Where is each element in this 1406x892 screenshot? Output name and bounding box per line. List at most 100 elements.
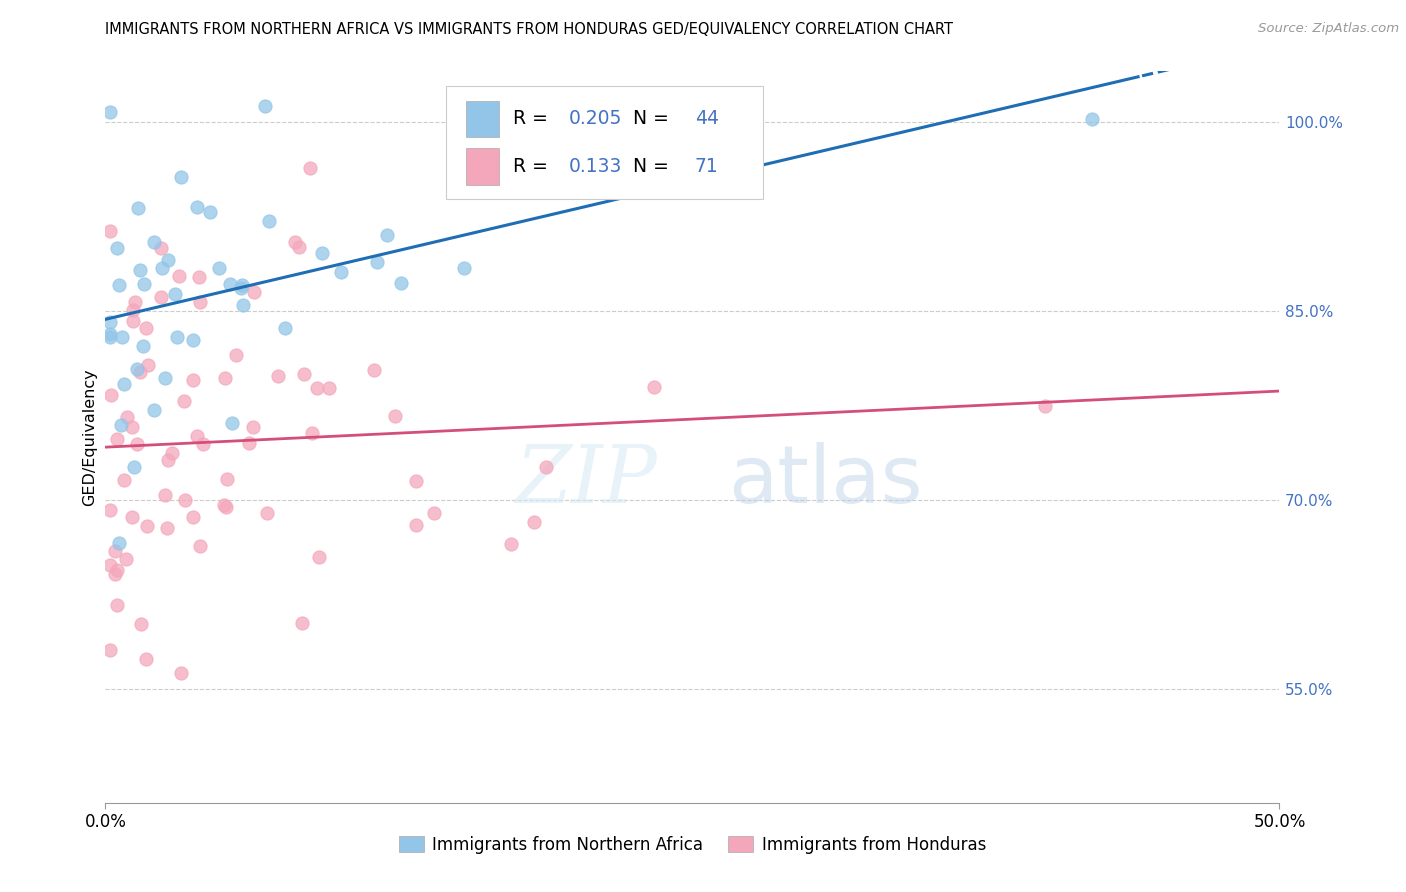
Point xyxy=(105,432,128,446)
Point xyxy=(423,506,446,520)
Point xyxy=(198,205,221,219)
Point xyxy=(318,381,340,395)
Point xyxy=(218,277,240,291)
Point xyxy=(186,428,208,442)
Point xyxy=(1080,112,1102,127)
Point xyxy=(105,563,128,577)
Point xyxy=(253,99,276,113)
Point xyxy=(188,295,211,310)
Point xyxy=(163,286,186,301)
Point xyxy=(214,370,236,384)
Point xyxy=(389,276,412,290)
Point xyxy=(150,261,173,276)
Text: IMMIGRANTS FROM NORTHERN AFRICA VS IMMIGRANTS FROM HONDURAS GED/EQUIVALENCY CORR: IMMIGRANTS FROM NORTHERN AFRICA VS IMMIG… xyxy=(105,22,953,37)
Point xyxy=(311,246,333,260)
Point xyxy=(534,460,557,475)
Point xyxy=(170,170,193,185)
Point xyxy=(288,240,311,254)
Text: 0.205: 0.205 xyxy=(569,110,623,128)
Point xyxy=(112,473,135,487)
Point xyxy=(129,262,152,277)
Point xyxy=(267,368,290,383)
Point xyxy=(292,367,315,381)
Point xyxy=(231,277,253,292)
Point xyxy=(166,329,188,343)
Point xyxy=(125,361,148,376)
Point xyxy=(188,270,211,285)
Point xyxy=(156,521,179,535)
Point xyxy=(156,453,179,467)
Point xyxy=(122,314,145,328)
Point xyxy=(135,320,157,334)
Point xyxy=(107,598,129,612)
Point xyxy=(284,235,307,249)
Point xyxy=(256,506,278,520)
Point xyxy=(167,269,190,284)
Point xyxy=(122,460,145,475)
Text: 44: 44 xyxy=(695,110,718,128)
Point xyxy=(215,472,238,486)
Point xyxy=(156,253,179,268)
Point xyxy=(150,290,173,304)
Point xyxy=(405,474,427,488)
Point xyxy=(193,437,215,451)
Text: Source: ZipAtlas.com: Source: ZipAtlas.com xyxy=(1258,22,1399,36)
Point xyxy=(105,241,128,255)
Point xyxy=(305,381,328,395)
Text: 71: 71 xyxy=(695,157,718,176)
Point xyxy=(115,410,138,425)
Point xyxy=(98,330,121,344)
Point xyxy=(112,376,135,391)
Point xyxy=(132,277,155,291)
Point xyxy=(170,665,193,680)
Point xyxy=(274,321,297,335)
Point xyxy=(208,260,231,275)
Point xyxy=(214,498,236,512)
Text: ZIP: ZIP xyxy=(516,442,657,520)
Point xyxy=(98,104,121,119)
Point xyxy=(257,214,280,228)
FancyBboxPatch shape xyxy=(465,101,499,137)
Point xyxy=(188,539,211,553)
Point xyxy=(221,416,243,430)
Point xyxy=(136,358,159,372)
Point xyxy=(100,224,122,238)
Point xyxy=(98,326,121,341)
Y-axis label: GED/Equivalency: GED/Equivalency xyxy=(82,368,97,506)
Legend: Immigrants from Northern Africa, Immigrants from Honduras: Immigrants from Northern Africa, Immigra… xyxy=(392,829,993,860)
Point xyxy=(124,294,146,309)
Point xyxy=(215,500,238,515)
Point xyxy=(174,493,197,508)
Point xyxy=(131,616,153,631)
Point xyxy=(98,558,121,572)
Point xyxy=(308,550,330,565)
Text: N =: N = xyxy=(621,157,675,176)
Point xyxy=(242,420,264,434)
Point xyxy=(100,387,122,401)
Point xyxy=(104,567,127,582)
Point xyxy=(160,446,183,460)
Point xyxy=(330,264,353,278)
Point xyxy=(153,488,176,502)
Point xyxy=(523,515,546,529)
Point xyxy=(111,330,134,344)
Point xyxy=(186,200,208,214)
Point xyxy=(108,536,131,550)
Point xyxy=(363,363,385,377)
Point xyxy=(299,161,322,176)
Text: N =: N = xyxy=(621,110,675,128)
Point xyxy=(115,552,138,566)
Point xyxy=(98,503,121,517)
Point xyxy=(121,510,143,524)
Point xyxy=(232,298,254,312)
Point xyxy=(499,537,522,551)
Point xyxy=(377,228,399,243)
Point xyxy=(127,202,149,216)
Text: 0.133: 0.133 xyxy=(569,157,623,176)
Point xyxy=(142,402,165,417)
Point xyxy=(155,371,177,385)
Point xyxy=(122,303,145,318)
Point xyxy=(643,380,665,394)
Point xyxy=(125,437,148,451)
Point xyxy=(181,373,204,387)
